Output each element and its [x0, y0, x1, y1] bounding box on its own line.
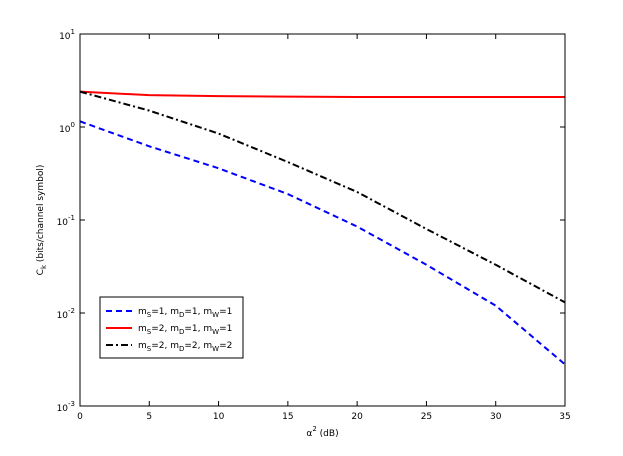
- y-tick-label: 10-2: [57, 307, 75, 321]
- x-tick-label: 15: [282, 412, 293, 422]
- y-axis-label: Ck (bits/channel symbol): [36, 165, 49, 276]
- x-tick-label: 0: [77, 412, 83, 422]
- x-tick-label: 30: [490, 412, 502, 422]
- y-tick-label: 101: [59, 28, 75, 42]
- series-line: [79, 120, 566, 366]
- x-tick-label: 35: [559, 412, 570, 422]
- series-line: [79, 90, 566, 304]
- x-tick-label: 20: [351, 412, 363, 422]
- x-tick-label: 25: [421, 412, 432, 422]
- y-tick-label: 10-3: [57, 400, 75, 414]
- legend-label: mS=2, mD=1, mW=1: [138, 324, 232, 337]
- axes-box: [79, 33, 566, 407]
- legend-label: mS=2, mD=2, mW=2: [138, 341, 232, 354]
- x-tick-label: 10: [213, 412, 225, 422]
- x-tick-label: 5: [146, 412, 152, 422]
- series-line: [79, 90, 565, 99]
- x-axis-label: α2 (dB): [306, 425, 338, 439]
- y-tick-label: 10-1: [57, 214, 75, 228]
- y-tick-label: 100: [59, 121, 75, 135]
- legend-label: mS=1, mD=1, mW=1: [138, 307, 232, 320]
